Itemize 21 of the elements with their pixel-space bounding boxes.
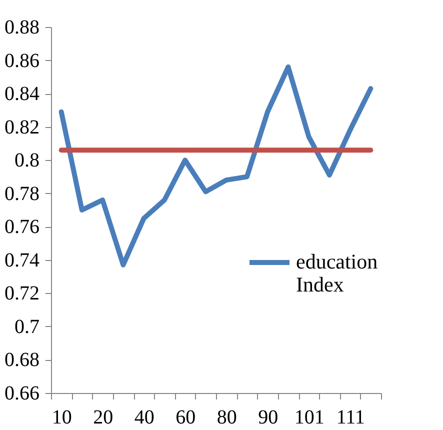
y-tick-label: 0.78 (4, 182, 40, 205)
x-tick-label: 60 (176, 406, 196, 428)
y-tick-label: 0.7 (14, 316, 40, 338)
x-tick-label: 111 (336, 406, 365, 428)
x-tick-label: 10 (52, 406, 72, 428)
y-tick-label: 0.84 (4, 83, 40, 106)
y-tick-label: 0.86 (4, 50, 40, 72)
y-tick-label: 0.72 (4, 282, 40, 305)
y-tick-label: 0.8 (14, 150, 40, 172)
y-tick-label: 0.68 (4, 349, 40, 372)
x-tick-label: 90 (258, 406, 278, 428)
x-tick-label: 101 (294, 406, 324, 428)
x-tick-label: 20 (93, 406, 114, 428)
y-tick-label: 0.82 (4, 116, 40, 138)
x-tick-label: 80 (216, 406, 237, 428)
y-tick-label: 0.88 (4, 16, 40, 38)
y-tick-label: 0.74 (4, 249, 40, 272)
x-tick-label: 40 (134, 406, 154, 428)
y-tick-label: 0.76 (4, 216, 40, 238)
legend-label: education Index (296, 250, 378, 296)
y-tick-label: 0.66 (4, 382, 40, 404)
